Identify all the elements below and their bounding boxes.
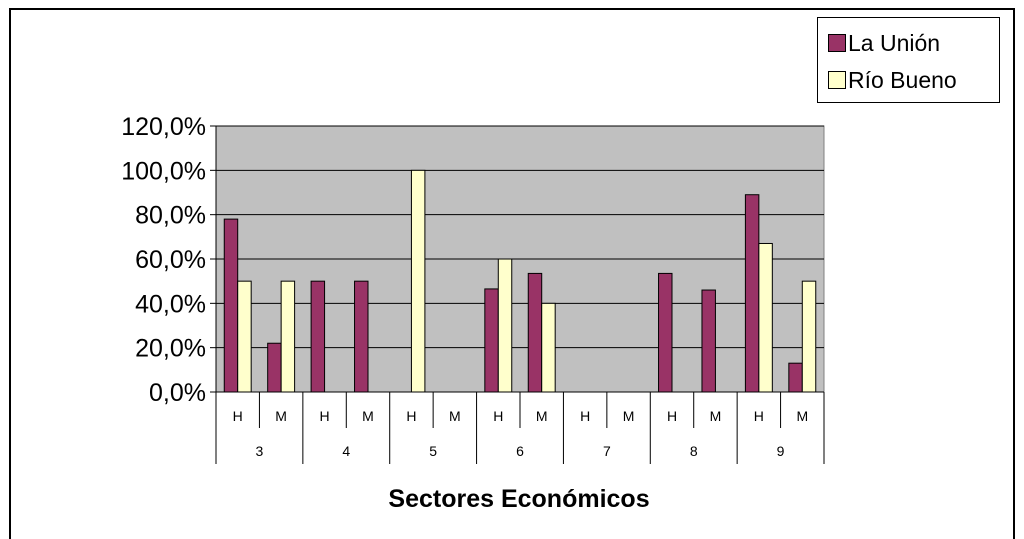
y-tick-label: 20,0% bbox=[135, 335, 206, 363]
bar-rio-bueno bbox=[237, 280, 252, 393]
x-category-label: M bbox=[362, 408, 374, 424]
bar-la-union bbox=[484, 288, 499, 393]
x-category-label: H bbox=[406, 408, 416, 424]
x-category-label: H bbox=[754, 408, 764, 424]
y-tick-label: 0,0% bbox=[149, 379, 206, 407]
bar-rio-bueno bbox=[541, 302, 556, 393]
y-tick-label: 100,0% bbox=[121, 157, 206, 185]
legend-swatch-rio-bueno bbox=[828, 71, 846, 89]
bar-la-union bbox=[701, 289, 716, 393]
x-axis-title: Sectores Económicos bbox=[388, 485, 649, 513]
bar-rio-bueno bbox=[801, 280, 817, 393]
x-group-label: 5 bbox=[429, 443, 437, 459]
bar-rio-bueno bbox=[758, 242, 773, 393]
x-category-label: H bbox=[233, 408, 243, 424]
bar-rio-bueno bbox=[497, 258, 513, 393]
legend-swatch-la-union bbox=[828, 34, 846, 52]
bar-la-union bbox=[788, 362, 803, 393]
x-category-label: M bbox=[449, 408, 461, 424]
legend-item-la-union: La Unión bbox=[828, 26, 940, 60]
bar-la-union bbox=[267, 342, 282, 393]
x-category-label: M bbox=[275, 408, 287, 424]
bar-la-union bbox=[744, 194, 760, 393]
x-group-label: 4 bbox=[342, 443, 350, 459]
x-category-label: H bbox=[493, 408, 503, 424]
x-group-label: 9 bbox=[777, 443, 785, 459]
y-tick-label: 40,0% bbox=[135, 290, 206, 318]
y-tick-label: 80,0% bbox=[135, 202, 206, 230]
x-group-label: 8 bbox=[690, 443, 698, 459]
x-group-label: 3 bbox=[256, 443, 264, 459]
x-category-label: H bbox=[320, 408, 330, 424]
bar-la-union bbox=[527, 272, 543, 393]
y-tick-label: 120,0% bbox=[121, 113, 206, 141]
x-group-label: 6 bbox=[516, 443, 524, 459]
chart-frame bbox=[9, 8, 1015, 539]
legend: La Unión Río Bueno bbox=[817, 17, 1000, 103]
bar-la-union bbox=[658, 272, 673, 393]
bar-la-union bbox=[310, 280, 326, 393]
legend-label-la-union: La Unión bbox=[848, 29, 941, 56]
bar-rio-bueno bbox=[280, 280, 296, 393]
y-tick-label: 60,0% bbox=[135, 246, 206, 274]
bar-rio-bueno bbox=[410, 169, 426, 393]
x-category-label: M bbox=[796, 408, 808, 424]
x-group-label: 7 bbox=[603, 443, 611, 459]
x-category-label: M bbox=[536, 408, 548, 424]
bar-la-union bbox=[354, 280, 369, 393]
legend-item-rio-bueno: Río Bueno bbox=[828, 63, 957, 97]
bar-la-union bbox=[223, 218, 239, 393]
x-category-label: H bbox=[580, 408, 590, 424]
x-category-label: H bbox=[667, 408, 677, 424]
x-category-label: M bbox=[710, 408, 722, 424]
x-category-label: M bbox=[623, 408, 635, 424]
legend-label-rio-bueno: Río Bueno bbox=[848, 66, 957, 93]
